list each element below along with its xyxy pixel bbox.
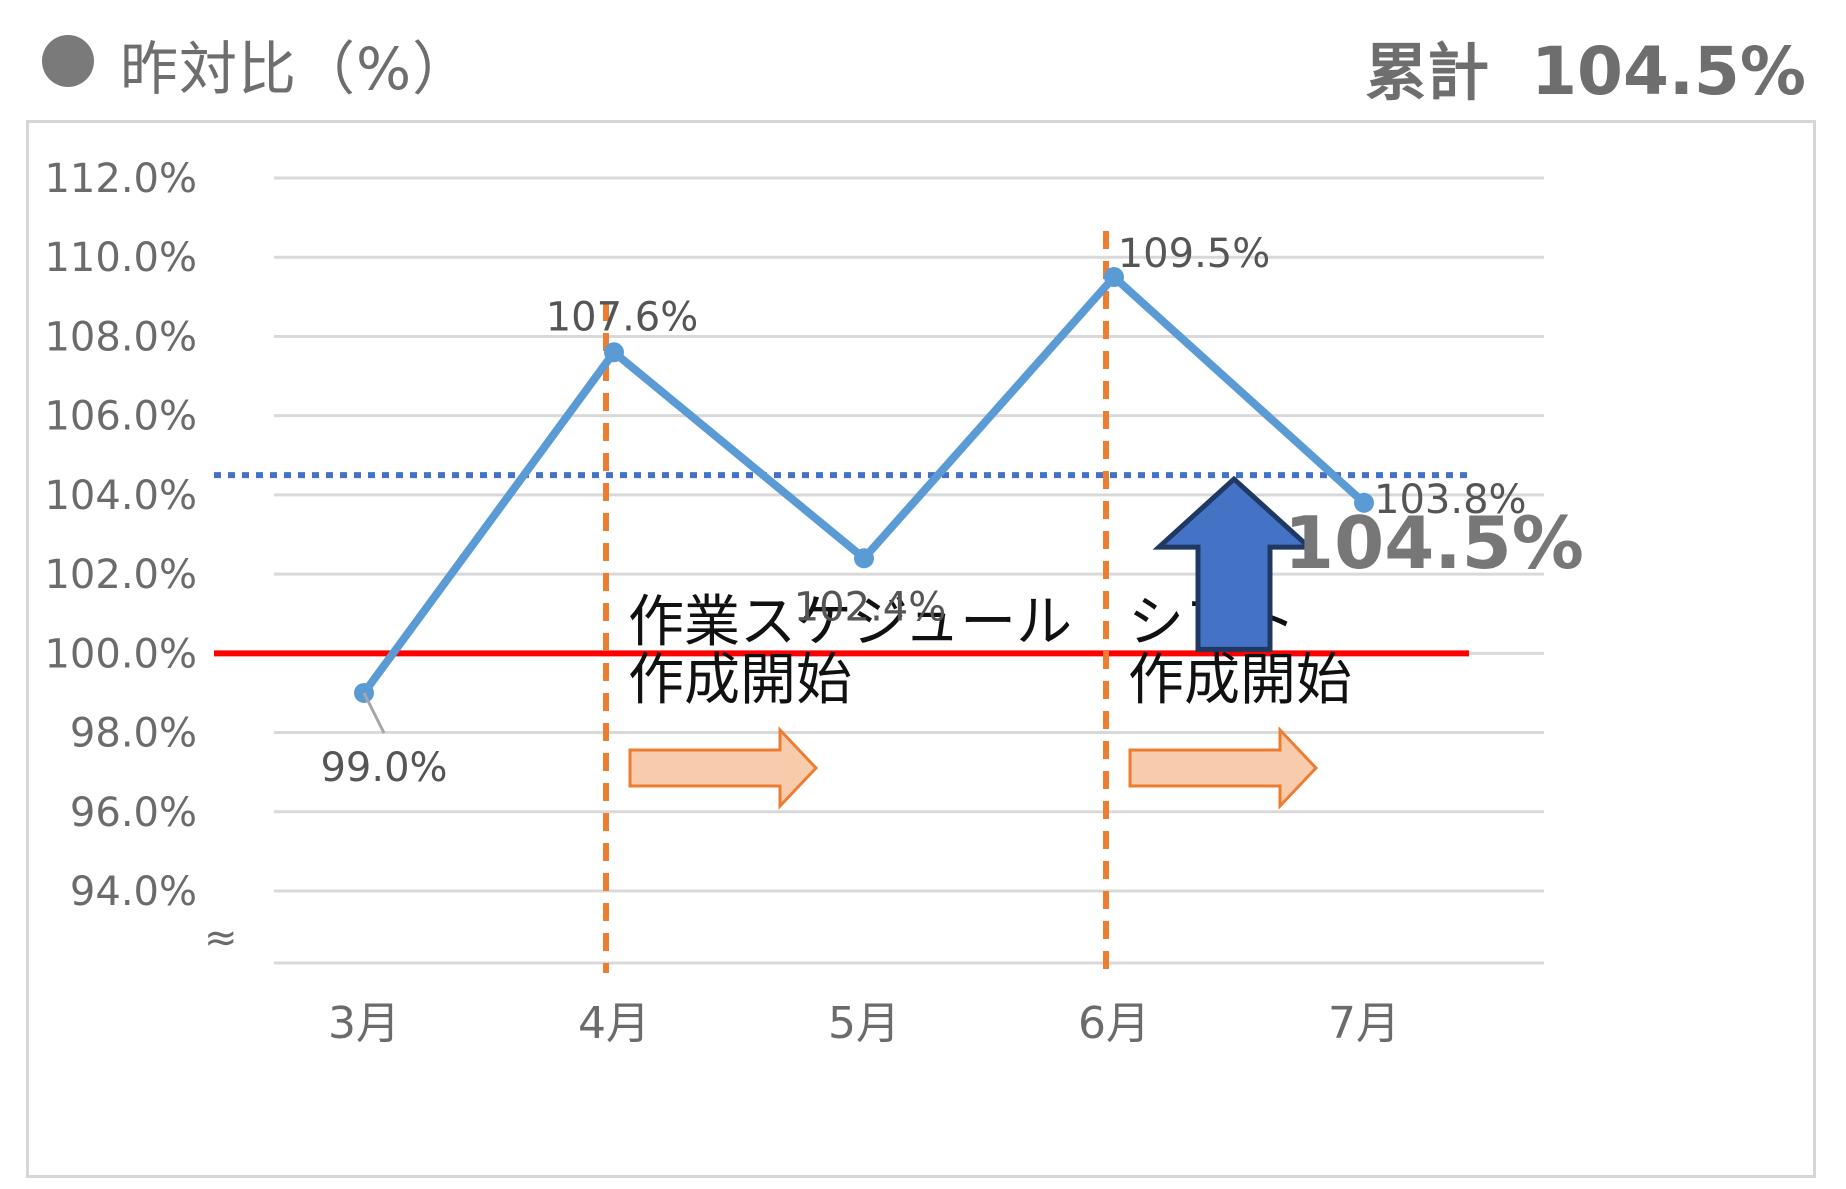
data-point-6月	[1104, 267, 1124, 288]
data-label: 99.0%	[320, 745, 447, 791]
x-tick-label: 7月	[1328, 998, 1400, 1049]
x-tick-label: 4月	[578, 998, 650, 1049]
data-label: 102.4%	[794, 584, 947, 630]
chart-frame: 94.0% 96.0% 98.0% 100.0% 102.0% 104.0% 106.0% 1…	[26, 120, 1816, 1178]
y-tick-label: 100.0%	[44, 631, 197, 677]
y-tick-label: 104.0%	[44, 473, 197, 519]
y-tick-label: 94.0%	[70, 869, 197, 915]
cumulative-value: 104.5%	[1531, 33, 1806, 110]
y-tick-label: 98.0%	[70, 711, 197, 757]
event-arrow-icon	[628, 726, 819, 810]
event-arrow-icon	[1128, 726, 1319, 810]
x-tick-label: 3月	[328, 998, 400, 1049]
data-label: 103.8%	[1374, 477, 1527, 523]
bullet-icon	[42, 35, 94, 87]
x-tick-label: 5月	[828, 998, 900, 1049]
y-tick-label: 102.0%	[44, 552, 197, 598]
y-tick-label: 96.0%	[70, 790, 197, 836]
chart-title: 昨対比（%）	[120, 35, 472, 103]
axis-break-icon: ≈	[204, 915, 238, 961]
event-marker-label: 作成開始	[1128, 648, 1352, 713]
data-label: 107.6%	[546, 294, 699, 340]
event-marker-label: 作業スケジュール	[628, 590, 1072, 655]
chart-plot: 94.0% 96.0% 98.0% 100.0% 102.0% 104.0% 106.0% 1…	[44, 156, 1584, 1049]
data-label-leader-line	[362, 692, 386, 734]
x-tick-label: 6月	[1078, 998, 1150, 1049]
data-point-7月	[1354, 492, 1374, 513]
data-point-5月	[854, 548, 874, 569]
cumulative-summary: 累計 104.5%	[1365, 22, 1806, 112]
data-point-4月	[604, 342, 624, 363]
y-tick-label: 106.0%	[44, 394, 197, 440]
chart-header: 昨対比（%） 累計 104.5%	[0, 0, 1846, 110]
cumulative-label: 累計	[1365, 36, 1490, 109]
data-label: 109.5%	[1118, 231, 1271, 277]
cumulative-arrow-label: 104.5%	[1284, 501, 1584, 585]
cumulative-up-arrow-icon	[1152, 475, 1316, 652]
y-tick-label: 112.0%	[44, 156, 197, 202]
y-tick-label: 108.0%	[44, 314, 197, 360]
event-marker-label: 作成開始	[628, 648, 852, 713]
y-tick-label: 110.0%	[44, 235, 197, 281]
